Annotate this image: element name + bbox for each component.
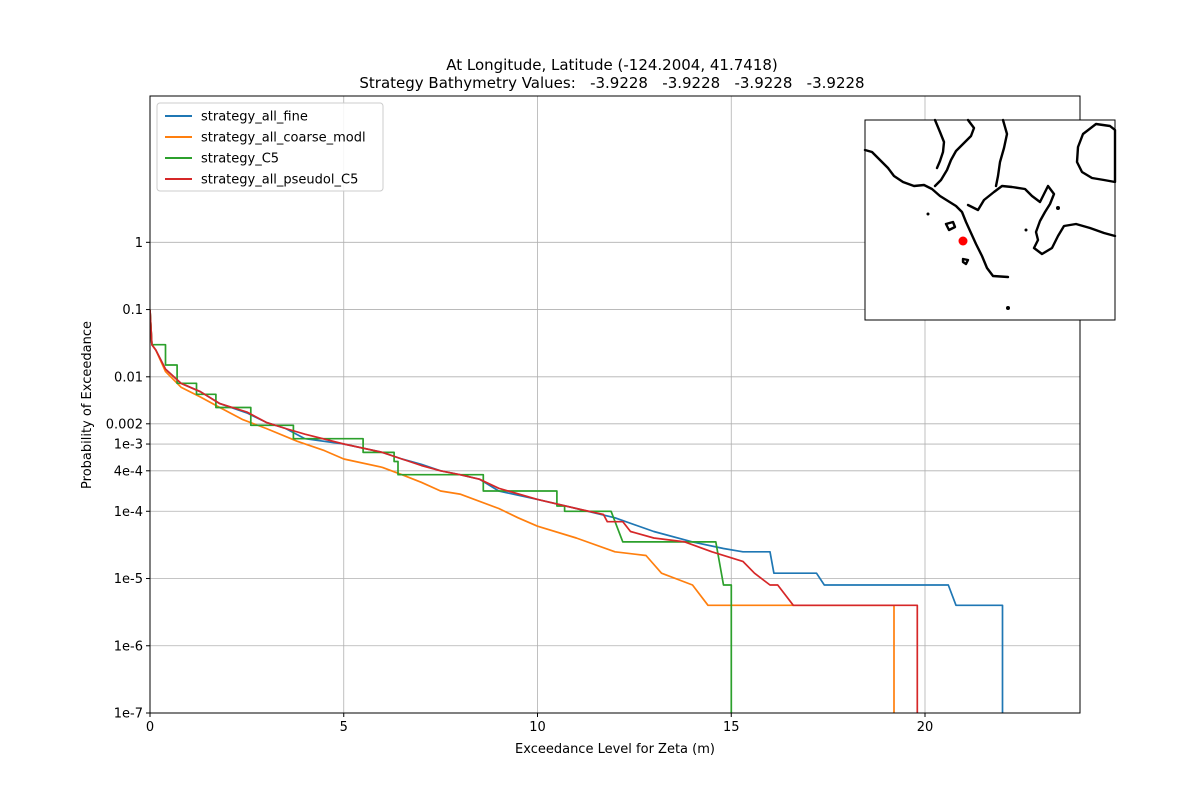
river-northeast (994, 118, 1009, 188)
y-axis-label: Probability of Exceedance (80, 321, 95, 489)
legend-label: strategy_all_fine (201, 110, 308, 125)
legend-label: strategy_all_pseudol_C5 (201, 173, 358, 188)
island-small-south (961, 257, 970, 266)
plot-frame (149, 95, 1081, 714)
river-north (933, 118, 976, 188)
inset-dot (926, 212, 930, 216)
legend-label: strategy_C5 (201, 152, 279, 167)
inset-dot (1006, 306, 1010, 310)
y-tick-label: 1e-5 (114, 572, 143, 587)
x-tick-label: 0 (146, 720, 154, 735)
inland-lake-outline (1075, 122, 1117, 184)
x-axis-ticks: 0 5 10 15 20 (146, 713, 933, 735)
y-tick-label: 0.002 (106, 417, 143, 432)
inset-map-frame (864, 119, 1116, 321)
y-tick-label: 4e-4 (114, 464, 143, 479)
x-tick-label: 5 (340, 720, 348, 735)
inset-dot (1056, 206, 1060, 210)
inset-dot (1024, 228, 1028, 232)
y-tick-label: 0.1 (122, 303, 143, 318)
chart-subtitle: Strategy Bathymetry Values: -3.9228 -3.9… (359, 74, 864, 92)
series-lines (150, 309, 1004, 713)
location-marker (958, 236, 968, 246)
y-axis-ticks: 1 0.1 0.01 0.002 1e-3 4e-4 1e-4 1e-5 1e-6 1e-7 (106, 236, 150, 722)
y-tick-label: 0.01 (114, 370, 143, 385)
chart-title: At Longitude, Latitude (-124.2004, 41.74… (446, 56, 778, 74)
y-tick-label: 1e-7 (114, 707, 143, 722)
inset-location-map (863, 118, 1117, 321)
coastline-outlines (863, 118, 1117, 279)
x-axis-label: Exceedance Level for Zeta (m) (515, 742, 715, 757)
island-small-west (944, 220, 957, 232)
legend-label: strategy_all_coarse_modl (201, 131, 366, 146)
legend-box (156, 102, 384, 192)
x-tick-label: 10 (529, 720, 546, 735)
y-tick-label: 1e-3 (114, 438, 143, 453)
x-tick-label: 20 (917, 720, 934, 735)
series-line-strategy_all_coarse_modl (150, 309, 895, 713)
x-tick-label: 15 (723, 720, 740, 735)
y-tick-label: 1e-4 (114, 505, 143, 520)
legend: strategy_all_fine strategy_all_coarse_mod… (156, 102, 384, 192)
y-tick-label: 1 (135, 236, 143, 251)
coastline-main (863, 148, 1010, 279)
river-northwest (933, 118, 946, 170)
coastline-east (966, 184, 1117, 256)
y-tick-label: 1e-6 (114, 639, 143, 654)
series-line-strategy_all_pseudol_C5 (150, 309, 919, 713)
